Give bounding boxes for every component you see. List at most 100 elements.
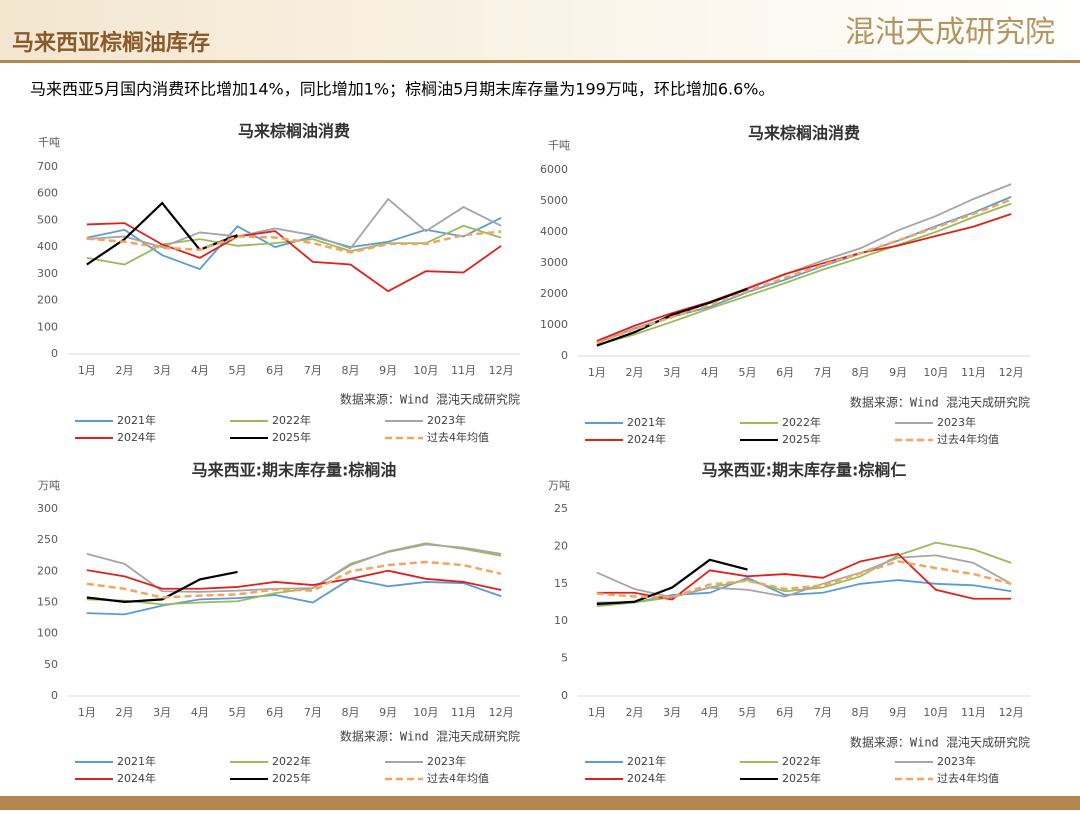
x-tick-label: 6月 [266, 364, 284, 377]
x-tick-label: 9月 [889, 706, 907, 719]
x-tick-label: 8月 [852, 706, 870, 719]
chart-title: 马来西亚:期末库存量:棕榈油 [192, 461, 397, 480]
x-tick-label: 6月 [266, 706, 284, 719]
x-tick-label: 5月 [739, 706, 757, 719]
y-tick-label: 200 [37, 294, 58, 307]
legend-label: 2023年 [427, 413, 466, 427]
x-tick-label: 6月 [776, 366, 794, 379]
x-tick-label: 9月 [889, 366, 907, 379]
series-line [86, 577, 502, 616]
series-line [86, 197, 502, 250]
legend-label: 2025年 [782, 771, 821, 785]
series-line [596, 287, 748, 347]
x-tick-label: 12月 [999, 706, 1024, 719]
legend-label: 过去4年均值 [427, 771, 489, 785]
x-tick-label: 10月 [413, 364, 438, 377]
header-rule [0, 60, 1080, 63]
header-band [0, 0, 1080, 62]
series-line [86, 570, 238, 603]
x-tick-label: 7月 [814, 366, 832, 379]
x-tick-label: 7月 [304, 364, 322, 377]
series-line [86, 222, 502, 293]
series-line [86, 560, 502, 599]
source-note: 数据来源：Wind 混沌天成研究院 [850, 395, 1030, 410]
legend-label: 2021年 [117, 413, 156, 427]
chart-title: 马来棕榈油消费 [238, 122, 350, 141]
x-tick-label: 11月 [451, 706, 476, 719]
legend-label: 2025年 [272, 430, 311, 444]
x-tick-label: 10月 [923, 366, 948, 379]
x-tick-label: 2月 [626, 366, 644, 379]
y-tick-label: 2000 [540, 287, 568, 300]
y-tick-label: 1000 [540, 318, 568, 331]
y-tick-label: 20 [554, 539, 568, 552]
x-tick-label: 2月 [116, 706, 134, 719]
legend-label: 2022年 [782, 754, 821, 768]
legend-label: 2023年 [937, 754, 976, 768]
y-tick-label: 100 [37, 627, 58, 640]
x-tick-label: 11月 [961, 706, 986, 719]
y-tick-label: 250 [37, 533, 58, 546]
x-tick-label: 7月 [304, 706, 322, 719]
x-tick-label: 3月 [663, 366, 681, 379]
unit-label: 万吨 [548, 479, 570, 492]
x-tick-label: 1月 [588, 706, 606, 719]
series-line [86, 230, 502, 254]
unit-label: 万吨 [38, 479, 60, 492]
x-tick-label: 3月 [153, 364, 171, 377]
x-tick-label: 11月 [451, 364, 476, 377]
y-tick-label: 6000 [540, 163, 568, 176]
x-tick-label: 12月 [489, 706, 514, 719]
y-tick-label: 50 [44, 658, 58, 671]
x-tick-label: 6月 [776, 706, 794, 719]
legend-label: 2024年 [117, 771, 156, 785]
legend-label: 2021年 [627, 415, 666, 429]
x-tick-label: 5月 [229, 706, 247, 719]
x-tick-label: 5月 [229, 364, 247, 377]
x-tick-label: 2月 [626, 706, 644, 719]
y-tick-label: 5 [561, 652, 568, 665]
y-tick-label: 300 [37, 267, 58, 280]
y-tick-label: 10 [554, 614, 568, 627]
chart-title: 马来西亚:期末库存量:棕榈仁 [702, 461, 907, 480]
logo: 混沌天成研究院 [845, 15, 1055, 50]
y-tick-label: 100 [37, 320, 58, 333]
y-tick-label: 15 [554, 577, 568, 590]
legend-label: 过去4年均值 [937, 432, 999, 446]
x-tick-label: 12月 [999, 366, 1024, 379]
x-tick-label: 1月 [78, 364, 96, 377]
source-note: 数据来源：Wind 混沌天成研究院 [850, 735, 1030, 750]
legend-label: 2024年 [627, 432, 666, 446]
legend-label: 2024年 [117, 430, 156, 444]
y-tick-label: 0 [51, 689, 58, 702]
x-tick-label: 12月 [489, 364, 514, 377]
legend-label: 过去4年均值 [937, 771, 999, 785]
legend-label: 2023年 [427, 754, 466, 768]
series-line [596, 558, 748, 606]
x-tick-label: 10月 [413, 706, 438, 719]
y-tick-label: 0 [51, 347, 58, 360]
x-tick-label: 4月 [191, 706, 209, 719]
source-note: 数据来源：Wind 混沌天成研究院 [340, 392, 520, 407]
series-line [596, 560, 1012, 599]
unit-label: 千吨 [548, 139, 570, 152]
x-tick-label: 4月 [701, 706, 719, 719]
x-tick-label: 4月 [701, 366, 719, 379]
unit-label: 千吨 [38, 136, 60, 149]
x-tick-label: 8月 [852, 366, 870, 379]
y-tick-label: 5000 [540, 194, 568, 207]
source-note: 数据来源：Wind 混沌天成研究院 [340, 729, 520, 744]
x-tick-label: 2月 [116, 364, 134, 377]
y-tick-label: 0 [561, 689, 568, 702]
legend-label: 过去4年均值 [427, 430, 489, 444]
x-tick-label: 10月 [923, 706, 948, 719]
x-tick-label: 7月 [814, 706, 832, 719]
series-line [86, 542, 502, 606]
legend-label: 2022年 [272, 754, 311, 768]
legend-label: 2022年 [782, 415, 821, 429]
x-tick-label: 5月 [739, 366, 757, 379]
x-tick-label: 3月 [153, 706, 171, 719]
legend-label: 2025年 [782, 432, 821, 446]
series-line [596, 202, 1012, 346]
